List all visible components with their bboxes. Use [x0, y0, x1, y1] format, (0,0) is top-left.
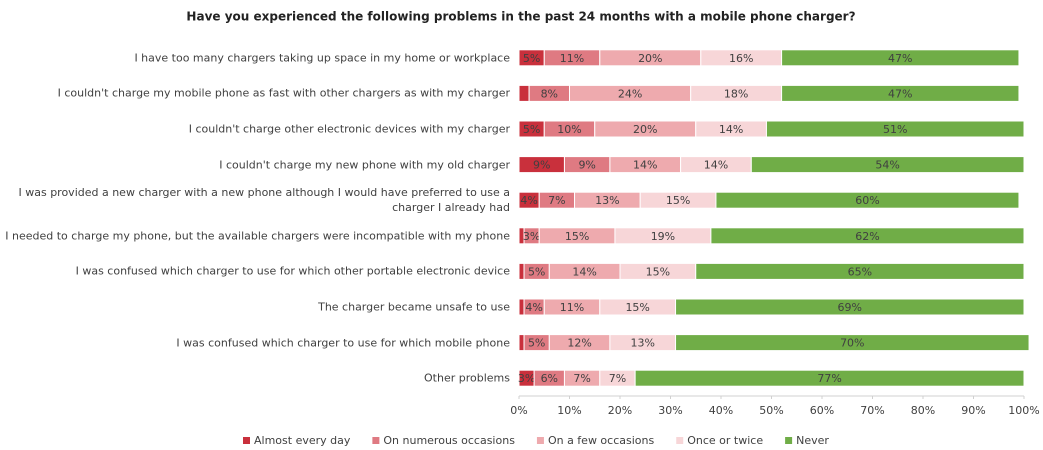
bar-segment [695, 262, 1025, 280]
data-label: 18% [724, 87, 748, 100]
bar-segment [781, 49, 1020, 67]
category-label: I couldn't charge other electronic devic… [188, 122, 510, 136]
data-label: 5% [528, 265, 545, 278]
data-label: 54% [875, 159, 899, 172]
data-label: 13% [595, 194, 619, 207]
data-label: 65% [848, 265, 872, 278]
data-label: 7% [573, 372, 590, 385]
data-label: 20% [638, 52, 662, 65]
bar-segment [675, 334, 1030, 352]
data-label: 14% [719, 123, 743, 136]
data-label: 7% [548, 194, 565, 207]
bar-segment [781, 84, 1020, 102]
legend-swatch [676, 437, 684, 444]
bar-segment [518, 262, 525, 280]
legend-label: Never [796, 434, 829, 447]
legend-label: On numerous occasions [383, 434, 515, 447]
data-label: 24% [618, 87, 642, 100]
x-tick-label: 90% [961, 404, 985, 417]
data-label: 13% [630, 337, 654, 350]
x-tick-label: 50% [759, 404, 783, 417]
bar-segment [518, 298, 525, 316]
data-label: 70% [840, 337, 864, 350]
data-label: 9% [578, 159, 595, 172]
data-label: 8% [541, 87, 558, 100]
data-label: 15% [646, 265, 670, 278]
data-label: 11% [560, 52, 584, 65]
data-label: 11% [560, 301, 584, 314]
data-label: 14% [704, 159, 728, 172]
bar-segment [675, 298, 1025, 316]
data-label: 16% [729, 52, 753, 65]
legend-swatch [785, 437, 793, 444]
data-label: 14% [572, 265, 596, 278]
legend-swatch [536, 437, 544, 444]
data-label: 12% [567, 337, 591, 350]
data-label: 51% [883, 123, 907, 136]
data-label: 47% [888, 52, 912, 65]
bar-segment [518, 84, 530, 102]
data-label: 10% [557, 123, 581, 136]
data-label: 5% [528, 337, 545, 350]
data-label: 3% [518, 372, 535, 385]
data-label: 20% [633, 123, 657, 136]
bar-segment [750, 156, 1025, 174]
category-label: Other problems [424, 371, 510, 385]
data-label: 15% [625, 301, 649, 314]
category-label: The charger became unsafe to use [318, 300, 510, 314]
category-label: I was confused which charger to use for … [75, 264, 510, 278]
category-label: I have too many chargers taking up space… [134, 51, 510, 65]
data-label: 5% [523, 123, 540, 136]
data-label: 15% [565, 230, 589, 243]
data-label: 19% [651, 230, 675, 243]
legend-swatch [372, 437, 380, 444]
data-label: 5% [523, 52, 540, 65]
bar-segment [765, 120, 1025, 138]
bar-segment [710, 227, 1025, 245]
bar-segment [715, 191, 1020, 209]
data-label: 4% [520, 194, 537, 207]
x-tick-label: 30% [658, 404, 682, 417]
x-tick-label: 20% [608, 404, 632, 417]
legend-swatch [243, 437, 250, 444]
category-label: I was provided a new charger with a new … [18, 186, 510, 215]
x-tick-label: 40% [709, 404, 733, 417]
legend-label: Once or twice [687, 434, 763, 447]
data-label: 69% [838, 301, 862, 314]
data-label: 4% [525, 301, 542, 314]
data-label: 47% [888, 87, 912, 100]
x-tick-label: 100% [1008, 404, 1039, 417]
x-tick-label: 60% [810, 404, 834, 417]
data-label: 6% [541, 372, 558, 385]
category-label: I was confused which charger to use for … [176, 336, 510, 350]
data-label: 7% [609, 372, 626, 385]
data-label: 62% [855, 230, 879, 243]
bar-segment [518, 334, 525, 352]
x-tick-label: 0% [510, 404, 527, 417]
legend-label: Almost every day [254, 434, 351, 447]
data-label: 14% [633, 159, 657, 172]
category-label: I couldn't charge my mobile phone as fas… [57, 86, 510, 100]
legend-label: On a few occasions [548, 434, 655, 447]
chart-title: Have you experienced the following probl… [186, 10, 855, 24]
x-tick-label: 10% [557, 404, 581, 417]
category-label: I needed to charge my phone, but the ava… [5, 229, 510, 243]
data-label: 77% [817, 372, 841, 385]
data-label: 9% [533, 159, 550, 172]
category-label: I couldn't charge my new phone with my o… [219, 158, 510, 172]
data-label: 3% [523, 230, 540, 243]
bar-segment [634, 369, 1025, 387]
x-tick-label: 70% [860, 404, 884, 417]
data-label: 15% [666, 194, 690, 207]
data-label: 60% [855, 194, 879, 207]
x-tick-label: 80% [911, 404, 935, 417]
